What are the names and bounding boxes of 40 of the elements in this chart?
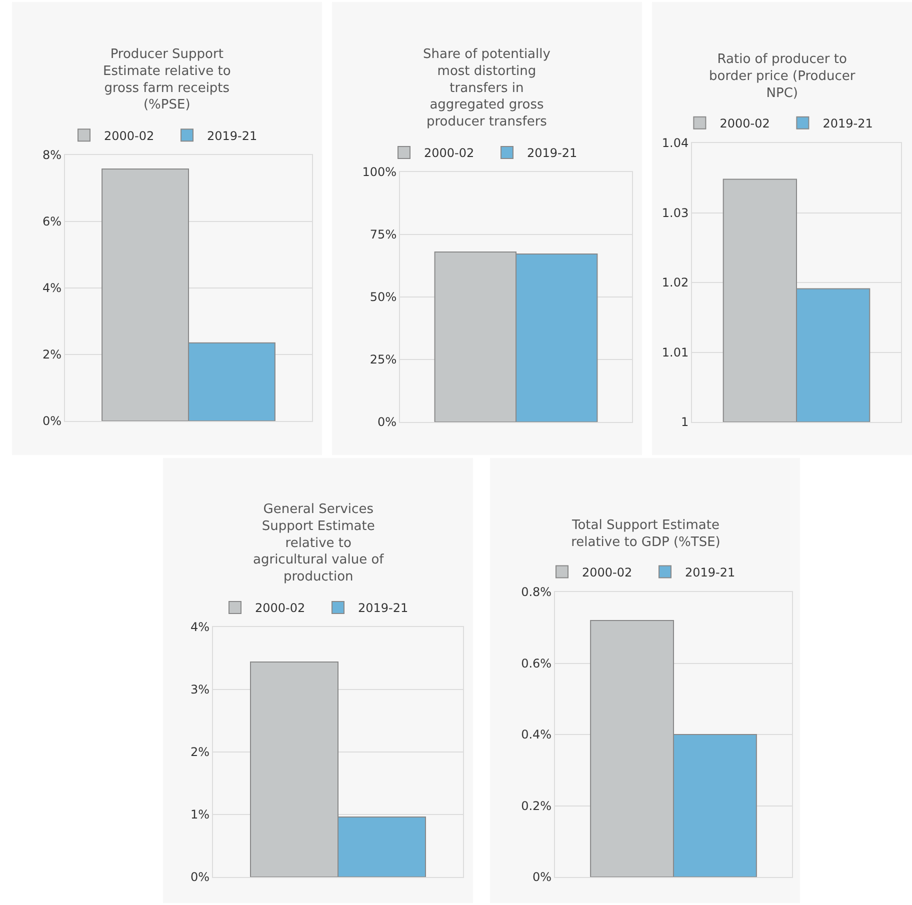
legend-label: 2019-21 xyxy=(685,565,736,580)
y-tick-label: 8% xyxy=(42,148,62,162)
y-tick-label: 0.6% xyxy=(521,656,552,670)
y-tick-label: 3% xyxy=(190,682,210,697)
y-tick-label: 1.02 xyxy=(662,276,689,290)
legend-label: 2000-02 xyxy=(104,128,154,143)
y-tick-label: 6% xyxy=(42,214,62,229)
chart-title: General Services Support Estimate relative to agricultural value of production xyxy=(253,502,384,585)
y-tick-label: 0.4% xyxy=(521,728,552,742)
y-tick-label: 1.04 xyxy=(662,136,689,150)
y-tick-label: 0% xyxy=(378,415,397,430)
y-tick-label: 0% xyxy=(42,414,62,428)
y-tick-label: 50% xyxy=(370,290,397,304)
legend-label: 2019-21 xyxy=(358,601,408,616)
legend-label: 2000-02 xyxy=(424,146,474,160)
y-tick-label: 1% xyxy=(190,808,210,822)
legend-label: 2019-21 xyxy=(822,116,873,131)
chart-title: Producer Support Estimate relative to gross farm receipts (%PSE) xyxy=(103,47,231,113)
y-tick-label: 0.2% xyxy=(521,798,552,813)
legend-label: 2019-21 xyxy=(207,128,258,143)
legend-label: 2019-21 xyxy=(527,146,578,160)
y-tick-label: 2% xyxy=(42,348,62,362)
y-tick-label: 75% xyxy=(370,228,397,242)
y-tick-label: 1.01 xyxy=(662,345,689,360)
y-tick-label: 1.03 xyxy=(662,206,689,220)
y-tick-label: 4% xyxy=(190,620,210,634)
y-tick-label: 0% xyxy=(190,870,210,884)
chart-title: Ratio of producer to border price (Producer NPC) xyxy=(709,52,856,101)
chart-title: Total Support Estimate relative to GDP (%TSE) xyxy=(571,518,720,550)
y-tick-label: 0.8% xyxy=(521,585,552,600)
legend-label: 2000-02 xyxy=(720,116,770,131)
chart-title: Share of potentially most distorting transfers in aggregated gross producer transfers xyxy=(423,47,551,130)
legend-label: 2000-02 xyxy=(582,565,632,580)
y-tick-label: 4% xyxy=(42,281,62,296)
y-tick-label: 25% xyxy=(370,352,397,367)
y-tick-label: 0% xyxy=(532,870,552,884)
y-tick-label: 100% xyxy=(362,165,397,180)
legend-label: 2000-02 xyxy=(255,601,306,616)
y-tick-label: 2% xyxy=(190,745,210,760)
y-tick-label: 1 xyxy=(680,415,689,430)
